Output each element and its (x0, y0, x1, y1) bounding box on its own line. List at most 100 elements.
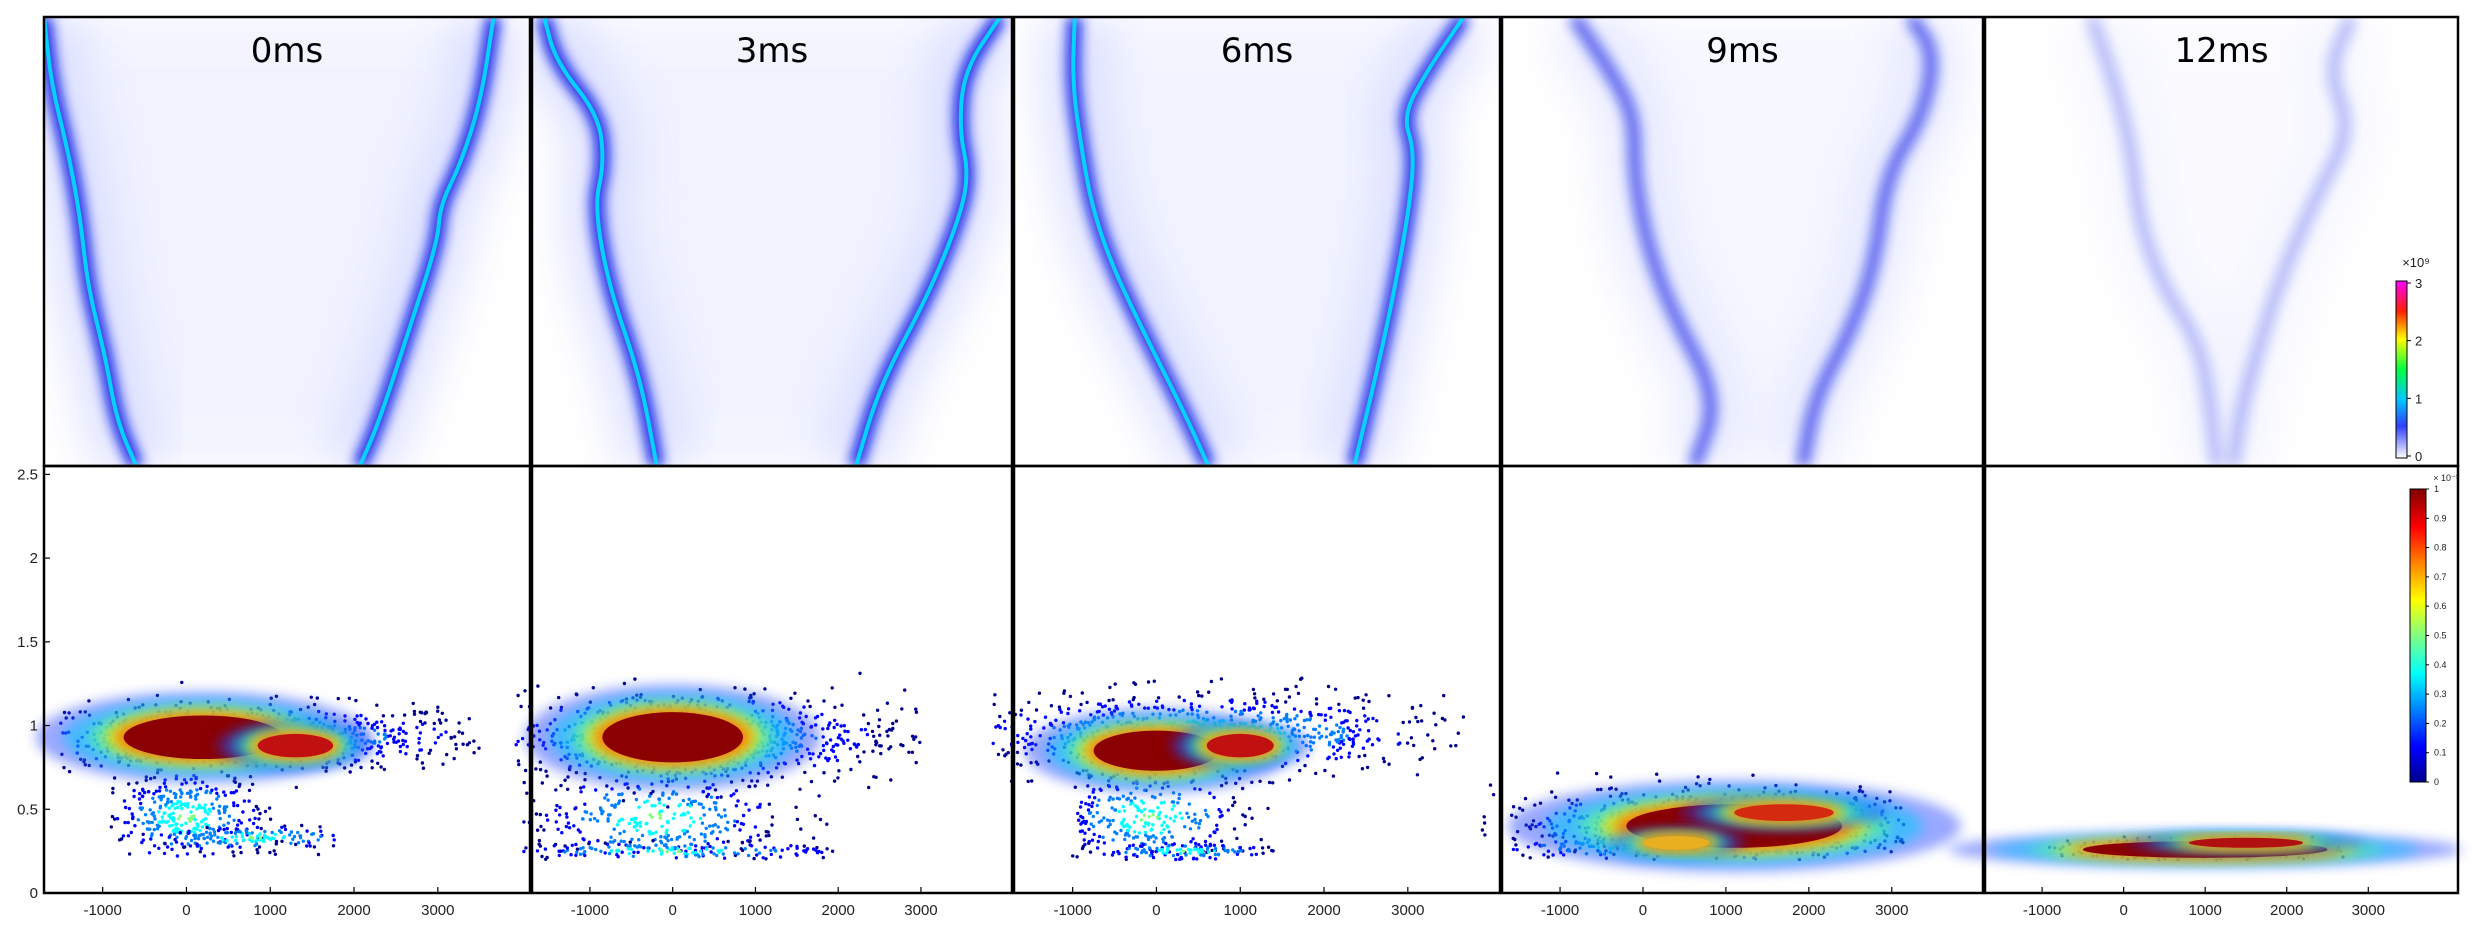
scatter-point (524, 846, 528, 850)
scatter-point (1087, 811, 1092, 815)
scatter-point (563, 844, 567, 848)
bottom-colorbar-tick-label: 0.1 (2434, 748, 2447, 758)
scatter-point (573, 807, 577, 811)
scatter-point (415, 757, 419, 761)
scatter-point (160, 815, 164, 819)
scatter-point (1083, 831, 1087, 835)
scatter-point (1193, 847, 1197, 851)
scatter-point (163, 842, 167, 846)
scatter-point (205, 825, 209, 830)
scatter-point (622, 681, 627, 686)
scatter-point (736, 799, 740, 803)
scatter-point (267, 806, 272, 810)
front-panel-3: 9ms (1502, 17, 1983, 466)
scatter-point (174, 840, 179, 844)
bottom-panel-frame (1012, 464, 1502, 895)
scatter-point (183, 803, 188, 808)
scatter-point (748, 835, 753, 839)
scatter-point (397, 732, 401, 736)
scatter-point (559, 783, 563, 788)
scatter-point (289, 841, 293, 845)
scatter-point (1087, 803, 1091, 807)
bottom-colorbar-tick-label: 0.8 (2434, 543, 2447, 553)
scatter-point (163, 785, 168, 789)
scatter-point (1271, 716, 1275, 720)
scatter-point (802, 844, 806, 848)
scatter-point (648, 832, 652, 836)
scatter-point (1270, 710, 1275, 715)
scatter-point (296, 830, 300, 835)
scatter-point (1274, 705, 1279, 709)
scatter-point (544, 769, 548, 773)
scatter-point (733, 686, 737, 690)
scatter-point (1338, 725, 1342, 730)
bottom-colorbar-tick-label: 0.7 (2434, 572, 2447, 582)
scatter-point (763, 845, 767, 849)
scatter-point (764, 857, 768, 861)
scatter-point (1160, 847, 1165, 852)
scatter-point (305, 844, 309, 848)
scatter-point (522, 820, 526, 824)
scatter-point (638, 820, 643, 825)
scatter-point (554, 788, 558, 792)
scatter-point (992, 702, 996, 707)
scatter-point (1195, 690, 1200, 694)
scatter-point (1491, 793, 1496, 797)
scatter-point (1213, 852, 1218, 857)
scatter-point (616, 855, 620, 859)
scatter-point (1252, 692, 1257, 696)
scatter-point (258, 832, 262, 836)
scatter-point (638, 845, 643, 849)
scatter-point (1233, 800, 1237, 804)
scatter-point (1250, 780, 1254, 784)
density-core (1642, 836, 1710, 850)
scatter-point (316, 838, 320, 842)
scatter-point (996, 752, 1001, 757)
front-panel-4: 12ms (1985, 17, 2458, 466)
scatter-point (1130, 704, 1134, 708)
scatter-point (218, 816, 222, 821)
scatter-point (1329, 715, 1333, 719)
scatter-point (187, 817, 191, 821)
scatter-point (1197, 704, 1202, 708)
scatter-point (1111, 818, 1115, 823)
scatter-point (1111, 850, 1116, 855)
scatter-point (996, 724, 1001, 728)
scatter-point (238, 845, 242, 849)
bottom-colorbar-tick-label: 0.3 (2434, 689, 2447, 699)
scatter-point (831, 744, 835, 749)
scatter-point (651, 839, 655, 843)
scatter-point (732, 824, 737, 828)
scatter-point (583, 853, 587, 858)
scatter-point (1179, 855, 1183, 860)
scatter-point (432, 721, 436, 726)
scatter-point (1127, 700, 1132, 704)
scatter-point (1191, 857, 1196, 861)
scatter-point (173, 806, 177, 811)
scatter-point (157, 789, 162, 793)
scatter-point (1139, 850, 1144, 855)
scatter-point (1110, 806, 1114, 810)
scatter-point (174, 826, 178, 830)
scatter-point (1203, 843, 1208, 847)
scatter-point (223, 793, 227, 797)
scatter-point (1419, 703, 1423, 708)
scatter-point (280, 825, 284, 829)
scatter-point (1251, 706, 1256, 710)
scatter-point (418, 731, 423, 735)
scatter-point (659, 835, 663, 839)
scatter-point (370, 726, 374, 730)
scatter-point (748, 843, 752, 847)
x-tick-label: 0 (2119, 902, 2127, 919)
scatter-point (1132, 830, 1137, 834)
scatter-point (1306, 733, 1310, 738)
scatter-point (622, 839, 626, 844)
x-tick-label: 1000 (739, 902, 772, 919)
scatter-point (516, 739, 520, 744)
scatter-point (1128, 825, 1132, 829)
scatter-point (678, 849, 682, 854)
scatter-point (574, 853, 578, 857)
scatter-point (179, 823, 184, 827)
scatter-point (1282, 717, 1287, 721)
scatter-point (664, 830, 668, 835)
